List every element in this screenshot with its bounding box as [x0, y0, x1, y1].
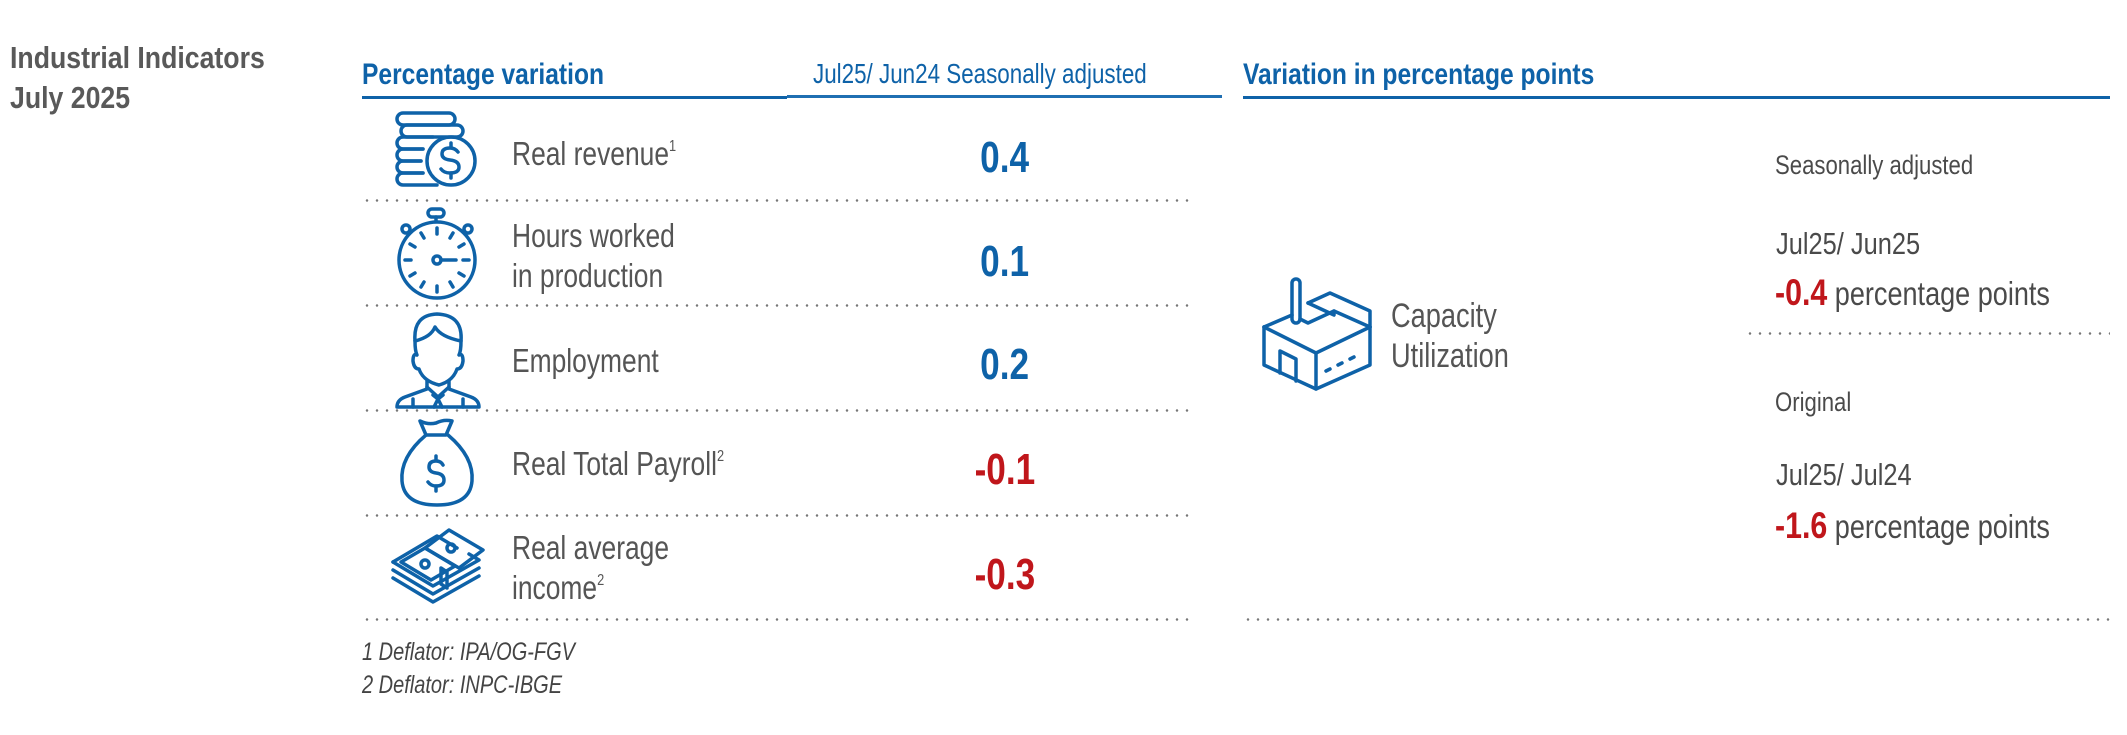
value-real-average-income: -0.3	[935, 550, 1075, 600]
right-panel-bottom-separator	[1243, 618, 2110, 621]
original-text: Original	[1775, 387, 1852, 417]
employment-value: 0.2	[980, 340, 1030, 389]
row-separator	[362, 618, 1192, 621]
row-label-hours-worked: Hours worked in production	[512, 216, 716, 296]
capacity-utilization-label: Capacity Utilization	[1391, 296, 1538, 376]
capacity-utilization-line-1: Capacity	[1391, 297, 1497, 335]
left-panel-heading-text: Percentage variation	[362, 58, 605, 91]
left-panel-subheading-text: Jul25/ Jun24 Seasonally adjusted	[813, 58, 1147, 89]
row-label-employment: Employment	[512, 341, 695, 381]
original-value: -1.6 percentage points	[1775, 506, 2110, 547]
row-label-real-average-income: Real average income2	[512, 528, 708, 608]
seasonally-adjusted-text: Seasonally adjusted	[1775, 150, 1974, 180]
real-average-income-label-line-2: income	[512, 569, 598, 606]
hours-worked-label-line-1: Hours worked	[512, 217, 675, 254]
capacity-sa-value: -0.4	[1775, 272, 1828, 313]
seasonally-adjusted-value: -0.4 percentage points	[1775, 273, 2110, 314]
real-total-payroll-label: Real Total Payroll	[512, 445, 717, 482]
original-label: Original	[1775, 385, 1868, 419]
hours-worked-value: 0.1	[980, 237, 1030, 286]
capacity-original-unit: percentage points	[1834, 508, 2050, 545]
value-hours-worked: 0.1	[935, 237, 1075, 287]
capacity-utilization-line-2: Utilization	[1391, 337, 1509, 375]
left-panel-heading: Percentage variation	[362, 58, 657, 92]
row-separator	[362, 514, 1192, 517]
left-panel-subheading: Jul25/ Jun24 Seasonally adjusted	[813, 57, 1230, 91]
right-heading-underline	[1243, 96, 2110, 99]
footnote-ref-2: 2	[716, 448, 725, 465]
hours-worked-label-line-2: in production	[512, 257, 664, 294]
real-average-income-value: -0.3	[974, 550, 1036, 599]
employment-label: Employment	[512, 342, 659, 379]
page-title: Industrial Indicators July 2025	[10, 38, 306, 118]
real-revenue-label: Real revenue	[512, 135, 670, 172]
left-heading-underline	[362, 96, 787, 99]
original-period-text: Jul25/ Jul24	[1776, 457, 1912, 492]
footnotes: 1 Deflator: IPA/OG-FGV 2 Deflator: INPC-…	[362, 636, 628, 702]
right-panel-heading: Variation in percentage points	[1243, 58, 1671, 92]
footnote-ref-1: 1	[669, 138, 677, 155]
title-line-2: July 2025	[10, 80, 131, 115]
capacity-sa-unit: percentage points	[1834, 275, 2050, 312]
value-real-revenue: 0.4	[935, 133, 1075, 183]
right-panel-heading-text: Variation in percentage points	[1243, 58, 1595, 91]
row-separator	[362, 409, 1192, 412]
value-real-total-payroll: -0.1	[935, 445, 1075, 495]
real-revenue-value: 0.4	[980, 133, 1030, 182]
person-icon	[393, 311, 483, 409]
capacity-original-value: -1.6	[1775, 505, 1828, 546]
stopwatch-icon	[396, 207, 478, 301]
seasonally-adjusted-period: Jul25/ Jun25	[1776, 224, 1952, 264]
footnote-2: 2 Deflator: INPC-IBGE	[362, 671, 563, 699]
footnote-1: 1 Deflator: IPA/OG-FGV	[362, 638, 576, 666]
title-line-1: Industrial Indicators	[10, 40, 265, 75]
original-period: Jul25/ Jul24	[1776, 455, 1941, 495]
factory-icon	[1262, 277, 1372, 391]
seasonally-adjusted-period-text: Jul25/ Jun25	[1776, 226, 1921, 261]
cash-stack-icon	[389, 526, 485, 604]
real-average-income-label-line-1: Real average	[512, 529, 670, 566]
money-bag-icon	[398, 417, 476, 509]
value-employment: 0.2	[935, 340, 1075, 390]
row-separator	[362, 199, 1192, 202]
left-subheading-underline	[787, 95, 1222, 98]
row-separator	[362, 304, 1192, 307]
footnote-ref-2: 2	[597, 572, 605, 589]
row-label-real-total-payroll: Real Total Payroll2	[512, 444, 777, 484]
row-label-real-revenue: Real revenue1	[512, 134, 717, 174]
block-separator	[1745, 332, 2110, 335]
seasonally-adjusted-label: Seasonally adjusted	[1775, 148, 2017, 182]
real-total-payroll-value: -0.1	[974, 445, 1036, 494]
coins-dollar-icon	[393, 110, 481, 188]
